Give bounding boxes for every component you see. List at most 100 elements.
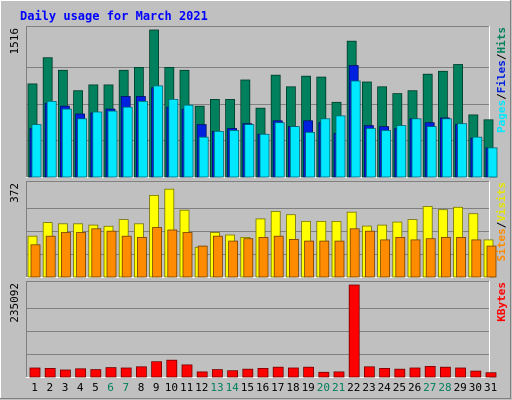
day-label-23: 23	[362, 381, 375, 394]
bar-kbytes-day-3	[60, 369, 71, 378]
bar-sites-day-9	[152, 227, 163, 278]
bar-pages-day-11	[183, 104, 194, 178]
bar-kbytes-day-20	[318, 371, 330, 378]
bar-kbytes-day-11	[181, 364, 193, 378]
legend-separator: /	[495, 221, 508, 228]
bar-sites-day-25	[395, 236, 406, 278]
bar-pages-day-7	[122, 106, 133, 178]
bar-kbytes-day-6	[105, 367, 117, 378]
legend-entry-pages: Pages	[495, 100, 508, 133]
day-label-30: 30	[469, 381, 482, 394]
bar-pages-day-2	[46, 101, 57, 178]
day-label-3: 3	[62, 381, 69, 394]
bar-kbytes-day-12	[196, 371, 208, 378]
day-label-31: 31	[484, 381, 497, 394]
bar-pages-day-26	[411, 118, 422, 178]
legend-kbytes: KBytes	[495, 282, 508, 322]
bar-pages-day-13	[213, 130, 224, 178]
panel-sites: 372 Sites/Visits	[8, 181, 508, 278]
day-label-27: 27	[423, 381, 436, 394]
day-label-5: 5	[92, 381, 99, 394]
day-label-22: 22	[347, 381, 360, 394]
panel-kbytes: 235092 KBytes	[8, 281, 508, 378]
day-label-17: 17	[271, 381, 284, 394]
bar-pages-day-9	[153, 85, 164, 178]
bar-sites-day-26	[410, 239, 421, 278]
bar-kbytes-day-25	[394, 368, 406, 378]
legend-separator: /	[495, 93, 508, 100]
day-label-10: 10	[165, 381, 178, 394]
bar-sites-day-15	[243, 238, 254, 278]
day-label-14: 14	[226, 381, 240, 394]
day-label-24: 24	[378, 381, 392, 394]
bar-sites-day-4	[76, 232, 86, 278]
bar-sites-day-17	[273, 235, 284, 278]
bar-sites-day-8	[136, 236, 147, 278]
legend-entry-hits: Hits	[495, 27, 508, 54]
legend-hits: Pages/Files/Hits	[495, 27, 508, 133]
bar-sites-day-19	[304, 240, 315, 278]
day-label-12: 12	[195, 381, 208, 394]
day-label-19: 19	[302, 381, 315, 394]
bar-sites-day-23	[364, 230, 375, 278]
day-label-20: 20	[317, 381, 330, 394]
bar-kbytes-day-30	[470, 370, 482, 378]
bar-pages-day-8	[137, 101, 148, 178]
bar-pages-day-20	[320, 118, 331, 178]
bar-pages-day-22	[350, 80, 361, 178]
bar-kbytes-day-17	[272, 366, 284, 378]
bar-sites-day-13	[212, 235, 223, 278]
legend-entry-visits: Visits	[495, 182, 508, 222]
bar-kbytes-day-28	[439, 366, 451, 378]
bar-pages-day-25	[396, 125, 407, 178]
bar-sites-day-18	[288, 238, 299, 278]
bar-sites-day-31	[486, 245, 497, 278]
day-label-21: 21	[332, 381, 345, 394]
bar-sites-day-28	[440, 236, 451, 278]
legend-entry-kbytes: KBytes	[495, 282, 508, 322]
bar-kbytes-day-15	[242, 368, 254, 378]
bar-kbytes-day-24	[379, 367, 391, 378]
bar-kbytes-day-4	[75, 368, 86, 378]
bar-kbytes-day-29	[455, 367, 467, 378]
legend-sites: Sites/Visits	[495, 182, 508, 262]
day-label-4: 4	[77, 381, 84, 394]
bar-pages-day-19	[305, 131, 316, 178]
legend-entry-files: Files	[495, 60, 508, 93]
bar-pages-day-29	[457, 123, 468, 178]
day-label-15: 15	[241, 381, 254, 394]
day-label-28: 28	[438, 381, 451, 394]
bar-sites-day-14	[228, 240, 239, 278]
bar-pages-day-4	[77, 118, 87, 178]
bar-pages-day-30	[472, 136, 483, 178]
bar-sites-day-21	[334, 240, 345, 278]
bar-kbytes-day-23	[363, 366, 375, 378]
bar-sites-day-16	[258, 236, 269, 278]
bar-kbytes-day-16	[257, 367, 269, 378]
bar-kbytes-day-31	[485, 372, 497, 378]
bar-kbytes-day-13	[211, 369, 223, 378]
day-label-9: 9	[153, 381, 160, 394]
bar-pages-day-17	[274, 122, 285, 178]
bar-sites-day-10	[167, 229, 178, 278]
bar-kbytes-day-18	[287, 367, 299, 378]
chart-panels: 1516Pages/Files/Hits372Sites/Visits23509…	[8, 26, 508, 378]
y-max-label: 235092	[8, 283, 21, 323]
bar-kbytes-day-5	[90, 369, 102, 378]
bar-kbytes-day-21	[333, 371, 345, 378]
bar-kbytes-day-26	[409, 367, 421, 378]
bar-sites-day-29	[456, 236, 467, 278]
bar-pages-day-14	[229, 130, 240, 178]
day-label-8: 8	[138, 381, 145, 394]
bar-pages-day-28	[441, 118, 452, 178]
bar-kbytes-day-10	[166, 359, 178, 378]
day-label-25: 25	[393, 381, 406, 394]
chart-title: Daily usage for March 2021	[20, 9, 208, 23]
bar-pages-day-10	[168, 99, 179, 178]
y-max-label: 1516	[8, 28, 21, 55]
day-label-2: 2	[46, 381, 53, 394]
legend-entry-sites: Sites	[495, 228, 508, 261]
day-label-29: 29	[454, 381, 467, 394]
legend-separator: /	[495, 53, 508, 60]
